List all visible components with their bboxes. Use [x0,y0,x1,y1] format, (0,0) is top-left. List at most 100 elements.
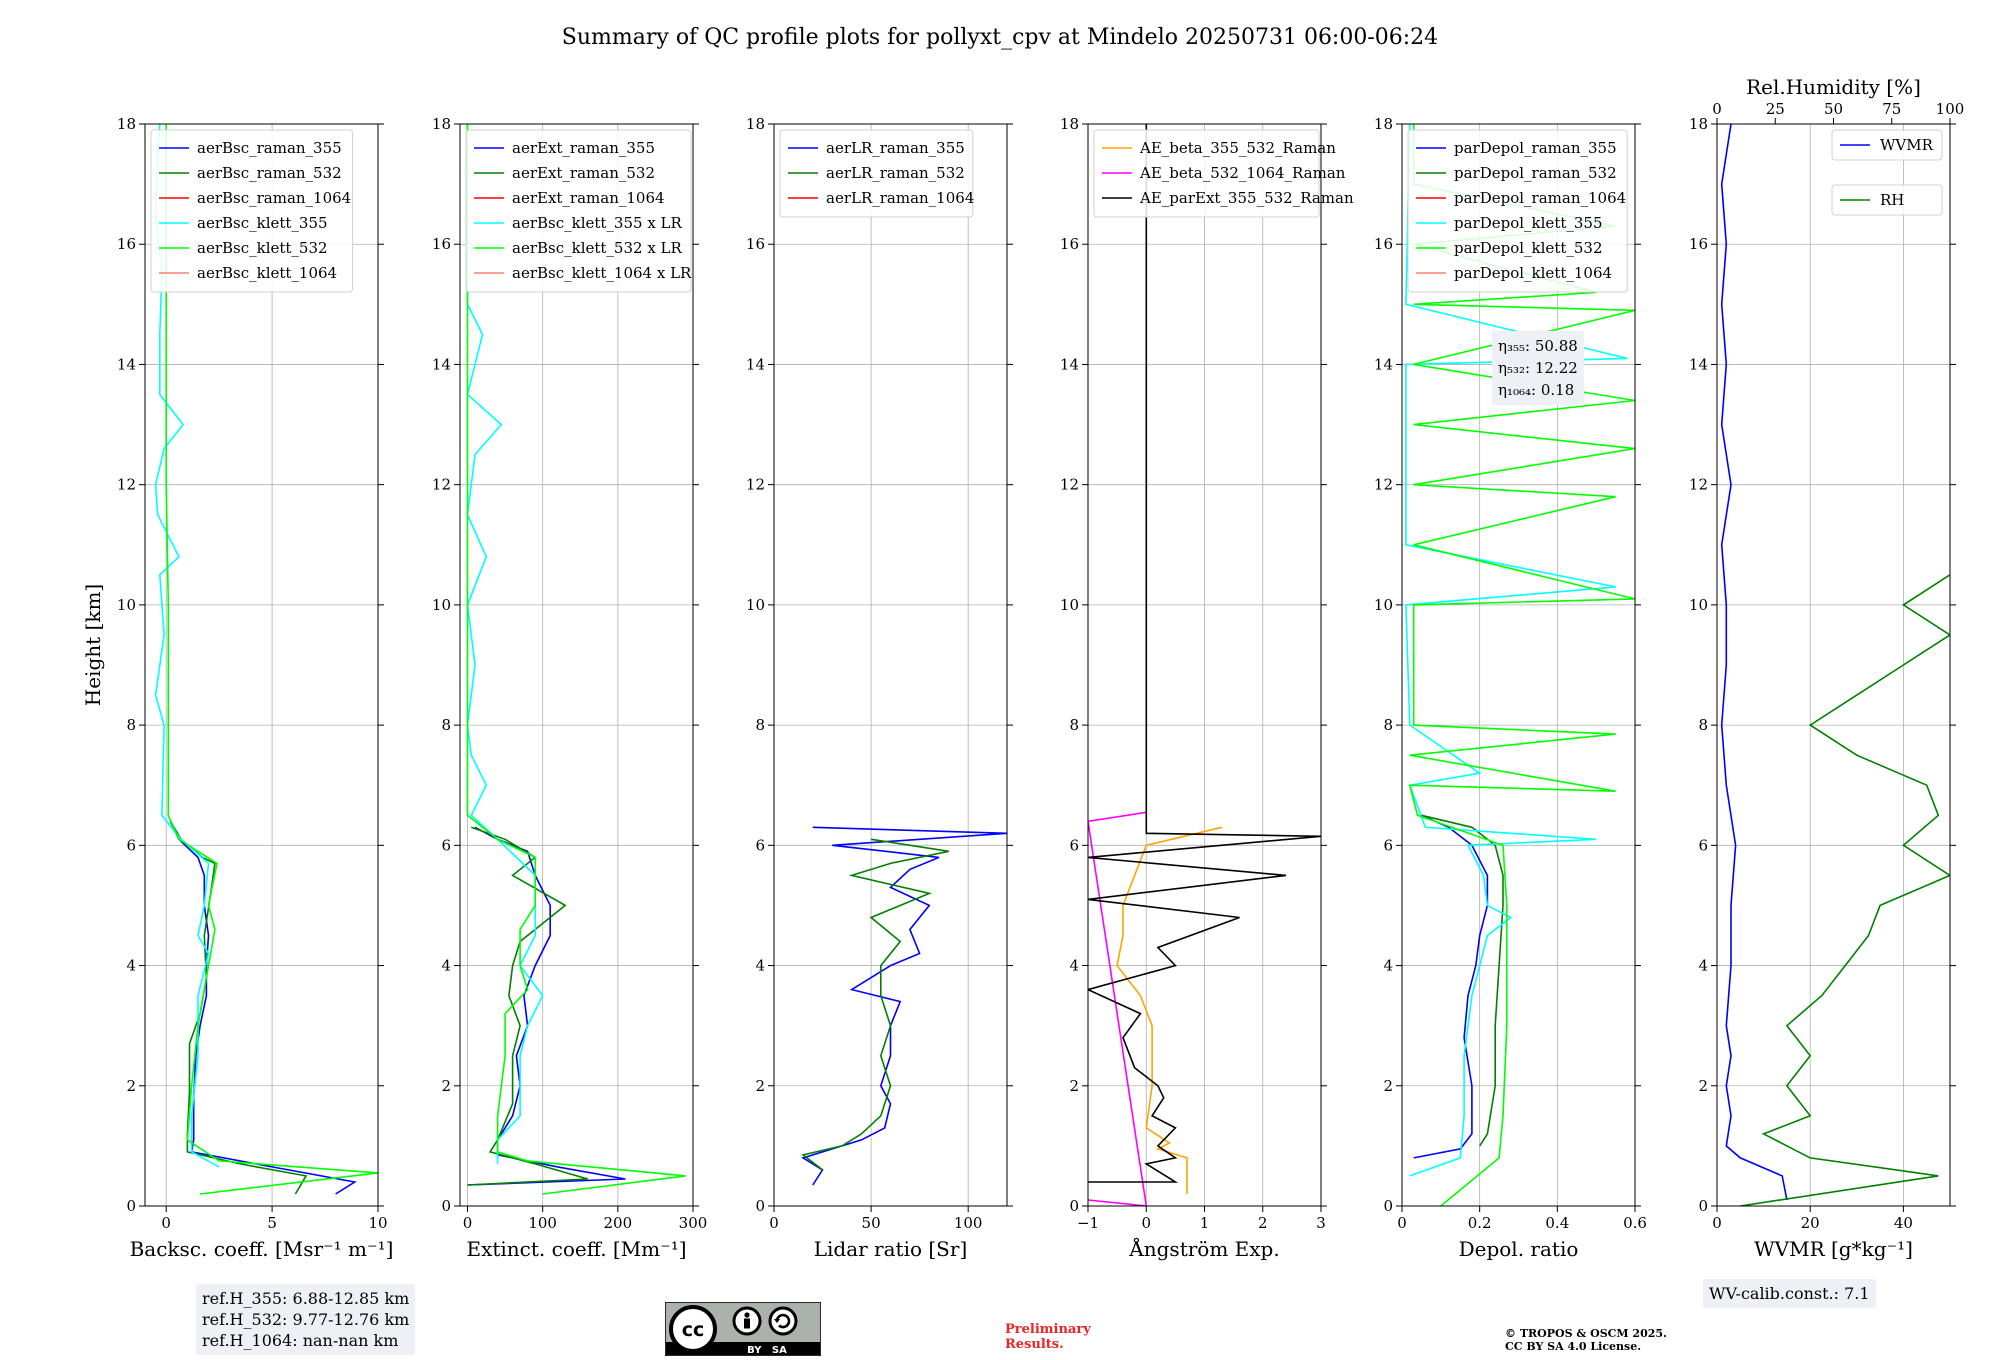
series-line-wvmr [1720,124,1788,1201]
top-x-tick-label: 50 [1824,100,1843,118]
y-tick-label: 18 [432,115,451,133]
top-x-tick-label: 100 [1936,100,1965,118]
y-tick-label: 10 [1374,596,1393,614]
y-tick-label: 18 [746,115,765,133]
y-tick-label: 8 [126,716,136,734]
y-tick-label: 8 [441,716,451,734]
axes-frame [773,123,1008,1207]
y-tick-label: 10 [1689,596,1708,614]
preliminary-line-1: Preliminary [1005,1322,1091,1337]
x-tick-label: 0 [161,1214,171,1232]
legend-label: aerBsc_klett_1064 x LR [512,264,692,282]
y-tick-label: 0 [441,1197,451,1215]
x-tick-label: 0 [1397,1214,1407,1232]
series-line-rh [1740,574,1950,1206]
y-tick-label: 12 [746,476,765,494]
eta-box: η₃₅₅: 50.88 η₅₃₂: 12.22 η₁₀₆₄: 0.18 [1492,331,1584,405]
x-tick-label: 10 [368,1214,387,1232]
legend-box [465,129,692,293]
x-tick-label: 0.4 [1545,1214,1569,1232]
legend-label: aerBsc_klett_355 [197,214,328,232]
y-tick-label: 14 [432,355,451,373]
legend-label: aerBsc_raman_532 [197,164,342,182]
legend-label: parDepol_raman_1064 [1454,189,1626,207]
y-tick-label: 16 [1689,235,1708,253]
axes-frame [1401,123,1636,1207]
legend-box [779,129,974,218]
legend-label: WVMR [1880,136,1934,154]
legend-label: RH [1880,191,1904,209]
legend-label: aerBsc_klett_355 x LR [512,214,683,232]
wv-calib-text: WV-calib.const.: 7.1 [1709,1284,1870,1303]
series-line-aerbsc-klett-532 [165,124,378,1195]
axes-frame [1716,123,1951,1207]
legend-box [1407,129,1628,293]
axes-frame [459,123,694,1207]
legend-label: aerExt_raman_1064 [512,189,665,207]
y-tick-label: 2 [755,1077,765,1095]
preliminary-line-2: Results. [1005,1337,1064,1352]
y-tick-label: 12 [1060,476,1079,494]
x-axis-label: Lidar ratio [Sr] [814,1237,968,1261]
legend-label: parDepol_klett_355 [1454,214,1603,232]
y-tick-label: 6 [126,836,136,854]
y-tick-label: 16 [432,235,451,253]
x-tick-label: 100 [954,1214,983,1232]
series-line-pardepol-klett-532 [1408,124,1635,1206]
legend-label: aerBsc_klett_532 x LR [512,239,683,257]
copyright-line-2: CC BY SA 4.0 License. [1505,1340,1642,1353]
svg-text:cc: cc [682,1319,705,1341]
y-tick-label: 2 [1383,1077,1393,1095]
y-tick-label: 4 [1069,957,1079,975]
legend-label: AE_parExt_355_532_Raman [1139,189,1354,207]
series-line-aerbsc-raman-355 [169,820,357,1195]
x-tick-label: 50 [862,1214,881,1232]
legend-box [150,129,354,293]
eta-355-text: η₃₅₅: 50.88 [1498,337,1578,355]
y-tick-label: 16 [117,235,136,253]
y-tick-label: 8 [1698,716,1708,734]
y-tick-label: 12 [432,476,451,494]
x-axis-label: WVMR [g*kg⁻¹] [1754,1237,1913,1261]
x-axis-label: Ångström Exp. [1128,1236,1279,1261]
sa-icon [768,1306,798,1336]
y-tick-label: 2 [441,1077,451,1095]
top-x-tick-label: 75 [1882,100,1901,118]
y-tick-label: 8 [1069,716,1079,734]
refh-box: ref.H_355: 6.88-12.85 km ref.H_532: 9.77… [196,1284,416,1355]
x-tick-label: 1 [1200,1214,1210,1232]
y-tick-label: 16 [1060,235,1079,253]
y-tick-label: 14 [117,355,136,373]
x-tick-label: 0 [769,1214,779,1232]
wv-calib-box: WV-calib.const.: 7.1 [1703,1279,1876,1308]
series-line-pardepol-klett-355 [1405,124,1628,1177]
series-line-aerlr-raman-355 [801,826,1007,1186]
series-line-ae-beta-532-1064-raman [1088,811,1148,1206]
panel-1: 0 5 10 0 2 4 6 8 10 12 14 16 18 Backsc. coeff. [Msr⁻¹… [117,115,393,1261]
y-tick-label: 14 [1374,355,1393,373]
y-tick-label: 4 [1383,957,1393,975]
panel-3: 0 50 100 0 2 4 6 8 10 12 14 16 18 Lidar ratio [Sr] aer… [746,115,1013,1261]
refh-355-text: ref.H_355: 6.88-12.85 km [202,1289,410,1308]
top-x-tick-label: 0 [1712,100,1722,118]
axes-frame [144,123,379,1207]
legend-label: aerBsc_raman_355 [197,139,342,157]
y-tick-label: 2 [1698,1077,1708,1095]
y-tick-label: 10 [1060,596,1079,614]
panel-2: 0 100 200 300 0 2 4 6 8 10 12 14 16 18 Extinct. coeff.… [432,115,707,1261]
y-tick-label: 6 [755,836,765,854]
x-axis-label: Extinct. coeff. [Mm⁻¹] [466,1237,686,1261]
x-tick-label: 2 [1258,1214,1268,1232]
y-tick-label: 14 [1060,355,1079,373]
x-tick-label: 0 [463,1214,473,1232]
y-tick-label: 18 [1689,115,1708,133]
legend-label: aerBsc_raman_1064 [197,189,351,207]
figure-title: Summary of QC profile plots for pollyxt_… [562,25,1438,50]
y-tick-label: 6 [1698,836,1708,854]
y-tick-label: 6 [1383,836,1393,854]
legend-label: AE_beta_355_532_Raman [1139,139,1336,157]
legend-label: parDepol_klett_532 [1454,239,1603,257]
